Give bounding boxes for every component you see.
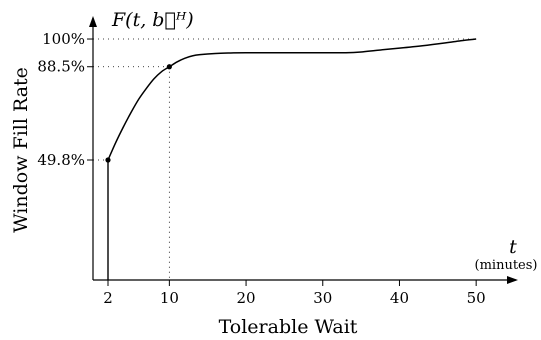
series-group [107,38,477,161]
x-tick-label: 2 [103,289,113,307]
x-ticks: 2 10 20 30 40 50 [103,280,486,307]
y-tick-label: 88.5% [37,58,85,76]
series-line [107,38,477,161]
x-tick-label: 50 [467,289,486,307]
reference-lines [93,38,477,280]
x-tick-label: 40 [390,289,409,307]
axes [89,16,518,284]
x-tick-label: 20 [237,289,256,307]
data-point [166,64,172,70]
x-tick-label: 30 [313,289,332,307]
y-axis-title: Window Fill Rate [10,67,32,233]
y-tick-label: 49.8% [37,151,85,169]
data-point [105,157,111,163]
x-axis-arrow-icon [507,276,518,284]
function-label: F(t, b⃗ᴴ) [111,9,194,31]
y-axis-arrow-icon [89,16,97,27]
x-axis-title: Tolerable Wait [219,316,358,338]
x-axis-unit: (minutes) [475,258,538,273]
y-tick-label: 100% [42,30,85,48]
y-ticks: 49.8% 88.5% 100% [37,30,93,169]
plot-area: 2 10 20 30 40 50 49.8% 88.5% 100% F(t, b⃗ᴴ) Win… [10,9,537,338]
highlighted-points [105,64,172,163]
x-tick-label: 10 [160,289,179,307]
x-axis-symbol: t [509,236,517,258]
